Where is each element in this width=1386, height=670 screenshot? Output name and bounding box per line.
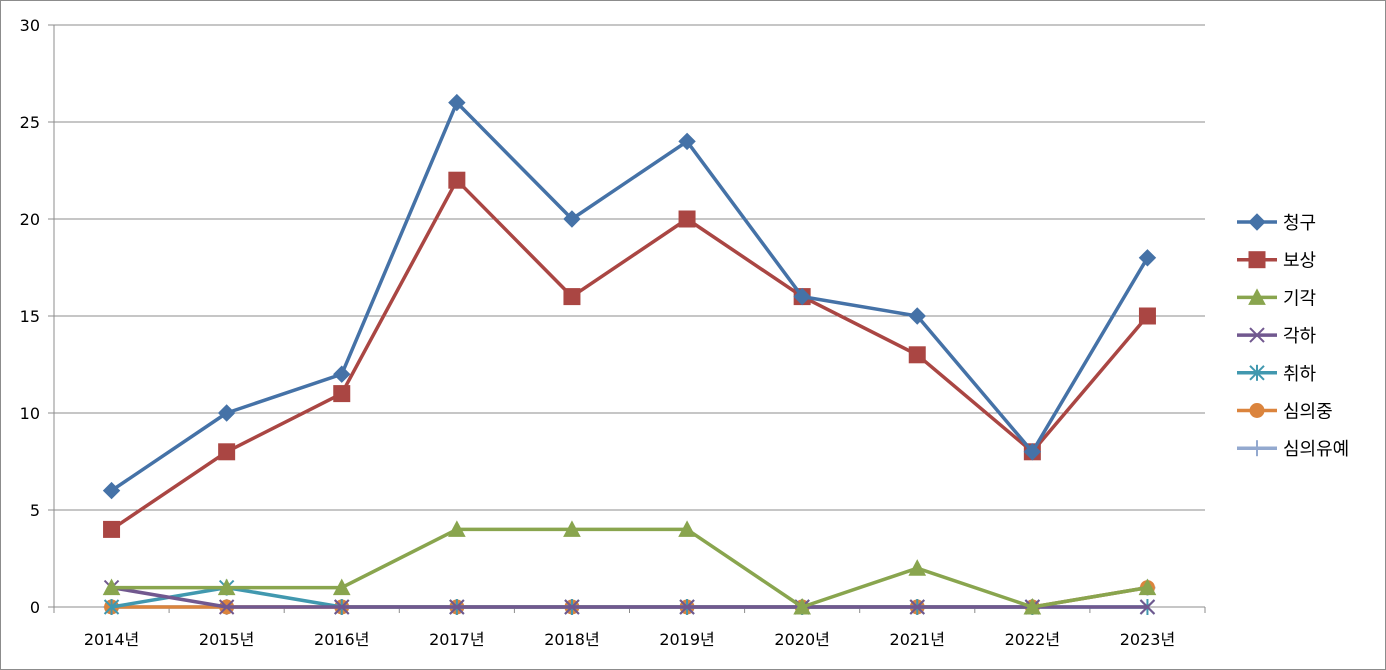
series-point-marker bbox=[333, 365, 351, 383]
series-point-marker bbox=[679, 599, 695, 615]
series-point-marker bbox=[218, 599, 235, 615]
legend-label: 심의중 bbox=[1283, 402, 1333, 423]
series-line bbox=[111, 527, 1148, 609]
series-point-marker bbox=[908, 307, 926, 325]
series-point-marker bbox=[1138, 307, 1156, 325]
series-point-marker bbox=[102, 481, 121, 500]
series-point-marker bbox=[793, 287, 811, 306]
legend-item: 취하 bbox=[1237, 364, 1317, 385]
series-point-marker bbox=[334, 599, 350, 615]
legend-item: 보상 bbox=[1237, 251, 1316, 272]
legend-item: 심의중 bbox=[1237, 402, 1333, 423]
y-tick-label: 10 bbox=[20, 404, 40, 423]
legend-marker bbox=[1249, 364, 1265, 381]
y-tick-label: 5 bbox=[30, 501, 40, 520]
series-point-marker bbox=[102, 578, 121, 596]
series-line bbox=[111, 585, 1148, 609]
legend-marker bbox=[1249, 327, 1265, 343]
series-point-marker bbox=[449, 599, 465, 615]
series-line bbox=[110, 178, 1149, 531]
x-tick-label: 2015년 bbox=[199, 630, 254, 649]
series-point-marker bbox=[332, 578, 351, 596]
x-tick-label: 2022년 bbox=[1005, 630, 1060, 649]
series-point-marker bbox=[678, 520, 696, 537]
legend-item: 청구 bbox=[1237, 213, 1316, 234]
legend-item: 각하 bbox=[1237, 326, 1317, 347]
series-line bbox=[111, 585, 1148, 609]
legend-marker bbox=[1248, 213, 1266, 231]
legend-marker bbox=[1249, 440, 1265, 457]
x-axis-ticks: 2014년 2015년 2016년 2017년 2018년 2019년 2020년 2021년… bbox=[53, 607, 1206, 649]
series-point-marker bbox=[1023, 443, 1042, 461]
series-point-marker bbox=[218, 443, 236, 461]
legend-label: 각하 bbox=[1283, 326, 1317, 347]
series-point-marker bbox=[678, 210, 696, 228]
x-tick-label: 2018년 bbox=[544, 630, 599, 649]
series-point-marker bbox=[217, 404, 236, 422]
series-point-marker bbox=[1023, 597, 1042, 615]
y-tick-label: 30 bbox=[20, 16, 40, 35]
legend-marker bbox=[1249, 403, 1265, 418]
series-3 bbox=[102, 520, 1157, 615]
series-point-marker bbox=[217, 578, 236, 596]
series-point-marker bbox=[908, 559, 927, 576]
legend-marker bbox=[1248, 288, 1266, 305]
series-point-marker bbox=[793, 597, 811, 615]
gridlines bbox=[54, 24, 1205, 511]
x-tick-label: 2019년 bbox=[659, 630, 714, 649]
legend-item: 심의유예 bbox=[1237, 439, 1349, 460]
series-point-marker bbox=[678, 132, 696, 151]
x-tick-label: 2014년 bbox=[84, 630, 139, 649]
legend-marker bbox=[1248, 251, 1266, 269]
series-1 bbox=[102, 93, 1157, 500]
y-tick-label: 0 bbox=[30, 598, 40, 617]
x-tick-label: 2023년 bbox=[1120, 630, 1175, 649]
legend-label: 심의유예 bbox=[1283, 439, 1349, 460]
series-point-marker bbox=[103, 599, 120, 615]
series-point-marker bbox=[333, 385, 351, 403]
x-tick-label: 2021년 bbox=[890, 630, 945, 649]
series-point-marker bbox=[1138, 578, 1157, 596]
legend-label: 취하 bbox=[1283, 364, 1317, 385]
y-tick-label: 20 bbox=[20, 210, 40, 229]
series-point-marker bbox=[563, 520, 581, 537]
series-line bbox=[111, 585, 1148, 609]
y-tick-label: 15 bbox=[20, 307, 40, 326]
x-tick-label: 2017년 bbox=[429, 630, 484, 649]
series-point-marker bbox=[1139, 599, 1156, 615]
series-point-marker bbox=[448, 520, 466, 537]
series-point-marker bbox=[563, 210, 581, 228]
series-line bbox=[110, 100, 1149, 493]
y-axis-ticks: 0 5 10 15 20 25 30 bbox=[20, 16, 54, 617]
legend-item: 기각 bbox=[1237, 288, 1316, 309]
series-point-marker bbox=[908, 346, 926, 364]
series-point-marker bbox=[909, 599, 925, 615]
series-2 bbox=[103, 171, 1156, 538]
series-point-marker bbox=[564, 599, 580, 615]
series-point-marker bbox=[1138, 249, 1157, 267]
legend-label: 청구 bbox=[1283, 213, 1316, 234]
series-point-marker bbox=[103, 520, 121, 538]
x-tick-label: 2016년 bbox=[314, 630, 369, 649]
y-tick-label: 25 bbox=[20, 113, 40, 132]
legend-label: 기각 bbox=[1283, 288, 1316, 309]
series-point-marker bbox=[448, 171, 466, 189]
x-tick-label: 2020년 bbox=[774, 630, 829, 649]
legend-label: 보상 bbox=[1283, 251, 1316, 272]
series-point-marker bbox=[563, 288, 581, 306]
series-line bbox=[111, 585, 1148, 609]
series-point-marker bbox=[448, 93, 466, 112]
series-group bbox=[102, 93, 1157, 615]
